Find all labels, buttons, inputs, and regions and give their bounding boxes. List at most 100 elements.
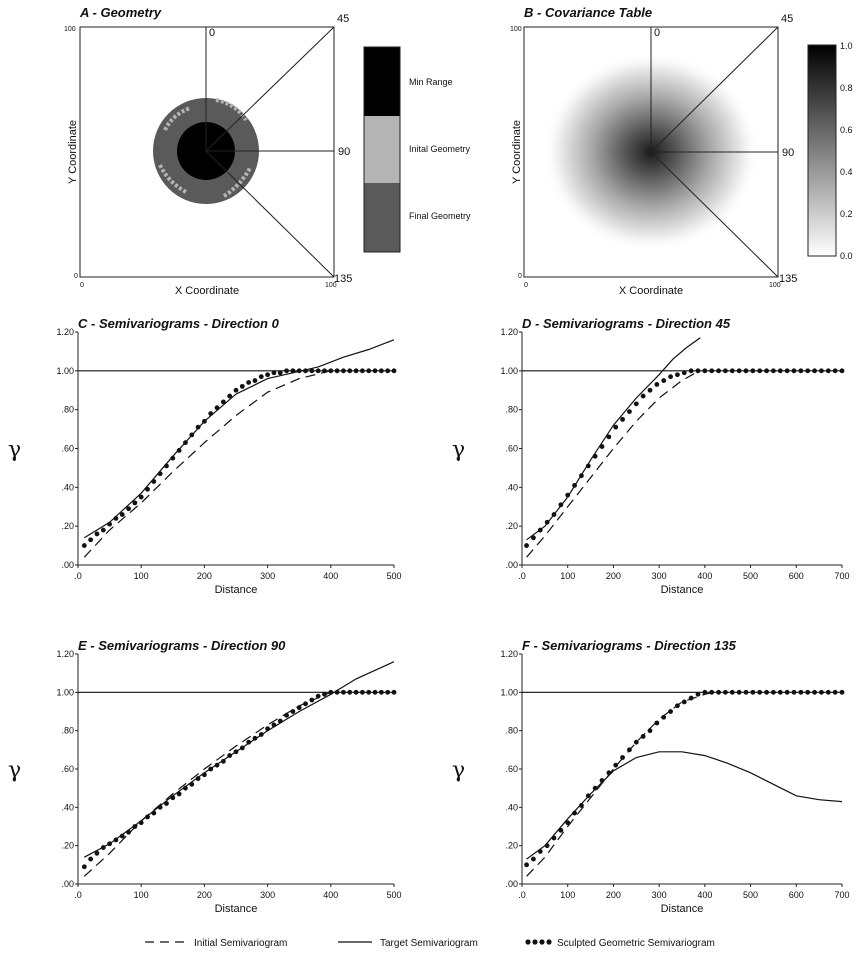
sculpted-point (233, 749, 239, 755)
sculpted-point (94, 531, 100, 537)
sculpted-point (296, 705, 302, 711)
direction-135-label: 135 (334, 273, 352, 285)
sculpted-point (303, 368, 308, 374)
sculpted-point (585, 463, 591, 469)
y-tick-label: .60 (505, 444, 518, 454)
sculpted-point (132, 500, 138, 506)
legend-dot (539, 939, 545, 945)
sculpted-point (558, 827, 564, 833)
series-target-semivariogram (526, 751, 843, 860)
sculpted-point (138, 820, 144, 826)
sculpted-point (265, 726, 270, 732)
sculpted-point (798, 368, 804, 374)
y-tick-label: .80 (61, 726, 74, 736)
cov-corner-x-origin-label: 0 (524, 282, 528, 289)
y-tick-label: 1.20 (500, 649, 518, 659)
x-axis-label: Distance (215, 584, 258, 596)
sculpted-point (668, 709, 673, 714)
legend-label-min-range: Min Range (409, 77, 453, 87)
sculpted-point (239, 383, 245, 389)
sculpted-point (709, 368, 715, 374)
sculpted-point (805, 689, 811, 695)
sculpted-point (164, 801, 169, 806)
chart-title: E - Semivariograms - Direction 90 (78, 638, 286, 653)
sculpted-point (750, 689, 756, 695)
sculpted-point (647, 387, 653, 393)
sculpted-point (681, 370, 687, 376)
sculpted-point (391, 368, 397, 374)
sculpted-point (322, 368, 327, 374)
sculpted-point (214, 405, 220, 411)
sculpted-point (524, 862, 529, 868)
y-tick-label: 1.20 (500, 327, 518, 337)
sculpted-point (544, 519, 550, 525)
sculpted-point (640, 393, 646, 399)
corner-x-origin-label: 0 (80, 282, 84, 289)
legend-target-label: Target Semivariogram (380, 938, 478, 949)
colorbar (807, 44, 837, 257)
legend-dot (525, 939, 531, 945)
sculpted-point (88, 537, 94, 543)
y-tick-label: .60 (505, 764, 518, 774)
sculpted-point (296, 368, 302, 374)
sculpted-point (119, 833, 125, 839)
sculpted-point (214, 762, 220, 768)
y-axis-label-gamma: γ (8, 758, 21, 783)
direction-135-line (205, 150, 335, 278)
sculpted-point (366, 689, 372, 695)
chart-direction-135: F - Semivariograms - Direction 135 .00 .20… (452, 638, 850, 915)
series-sculpted-geometric (81, 368, 397, 548)
panel-b-ylabel: Y Coordinate (511, 120, 523, 184)
sculpted-point (170, 455, 176, 461)
sculpted-point (613, 424, 619, 430)
x-tick-label: 600 (789, 890, 804, 900)
sculpted-point (839, 689, 845, 695)
sculpted-point (764, 689, 769, 695)
sculpted-point (702, 368, 708, 374)
sculpted-point (151, 810, 157, 816)
sculpted-point (271, 370, 277, 376)
direction-45-line (205, 26, 335, 152)
x-tick-label: 400 (323, 890, 338, 900)
panel-a-title: A - Geometry (79, 5, 162, 20)
sculpted-point (183, 440, 188, 446)
sculpted-point (328, 689, 334, 695)
y-tick-label: 1.20 (56, 649, 74, 659)
sculpted-point (189, 781, 195, 787)
sculpted-point (176, 448, 182, 453)
sculpted-point (832, 368, 838, 374)
sculpted-point (784, 689, 790, 695)
x-tick-label: 200 (197, 890, 212, 900)
sculpted-point (385, 368, 391, 374)
x-tick-label: 100 (134, 571, 149, 581)
cov-corner-bottom-left-label: 0 (518, 273, 522, 280)
y-axis-label-gamma: γ (452, 438, 465, 463)
sculpted-point (347, 368, 353, 374)
sculpted-point (385, 689, 391, 695)
sculpted-point (757, 368, 763, 374)
legend-dot (532, 939, 538, 945)
panel-b-xlabel: X Coordinate (619, 285, 683, 297)
x-tick-label: 400 (697, 571, 712, 581)
sculpted-point (764, 368, 769, 374)
sculpted-point (138, 494, 144, 500)
x-tick-label: 500 (743, 571, 758, 581)
legend-swatch-final-geometry (364, 183, 400, 252)
y-tick-label: .40 (61, 802, 74, 812)
sculpted-point (805, 368, 811, 374)
sculpted-point (220, 399, 226, 405)
x-tick-label: 100 (560, 890, 575, 900)
cov-direction-90-label: 90 (782, 147, 794, 159)
sculpted-point (107, 521, 112, 527)
y-tick-label: .60 (61, 444, 74, 454)
y-tick-label: .00 (61, 879, 74, 889)
sculpted-point (227, 393, 233, 399)
sculpted-point (599, 444, 605, 449)
x-tick-label: 500 (743, 890, 758, 900)
sculpted-point (341, 368, 346, 374)
x-tick-label: .0 (74, 890, 82, 900)
y-tick-label: .80 (61, 405, 74, 415)
sculpted-point (729, 689, 735, 695)
y-tick-label: 1.00 (56, 366, 74, 376)
sculpted-point (551, 512, 557, 517)
